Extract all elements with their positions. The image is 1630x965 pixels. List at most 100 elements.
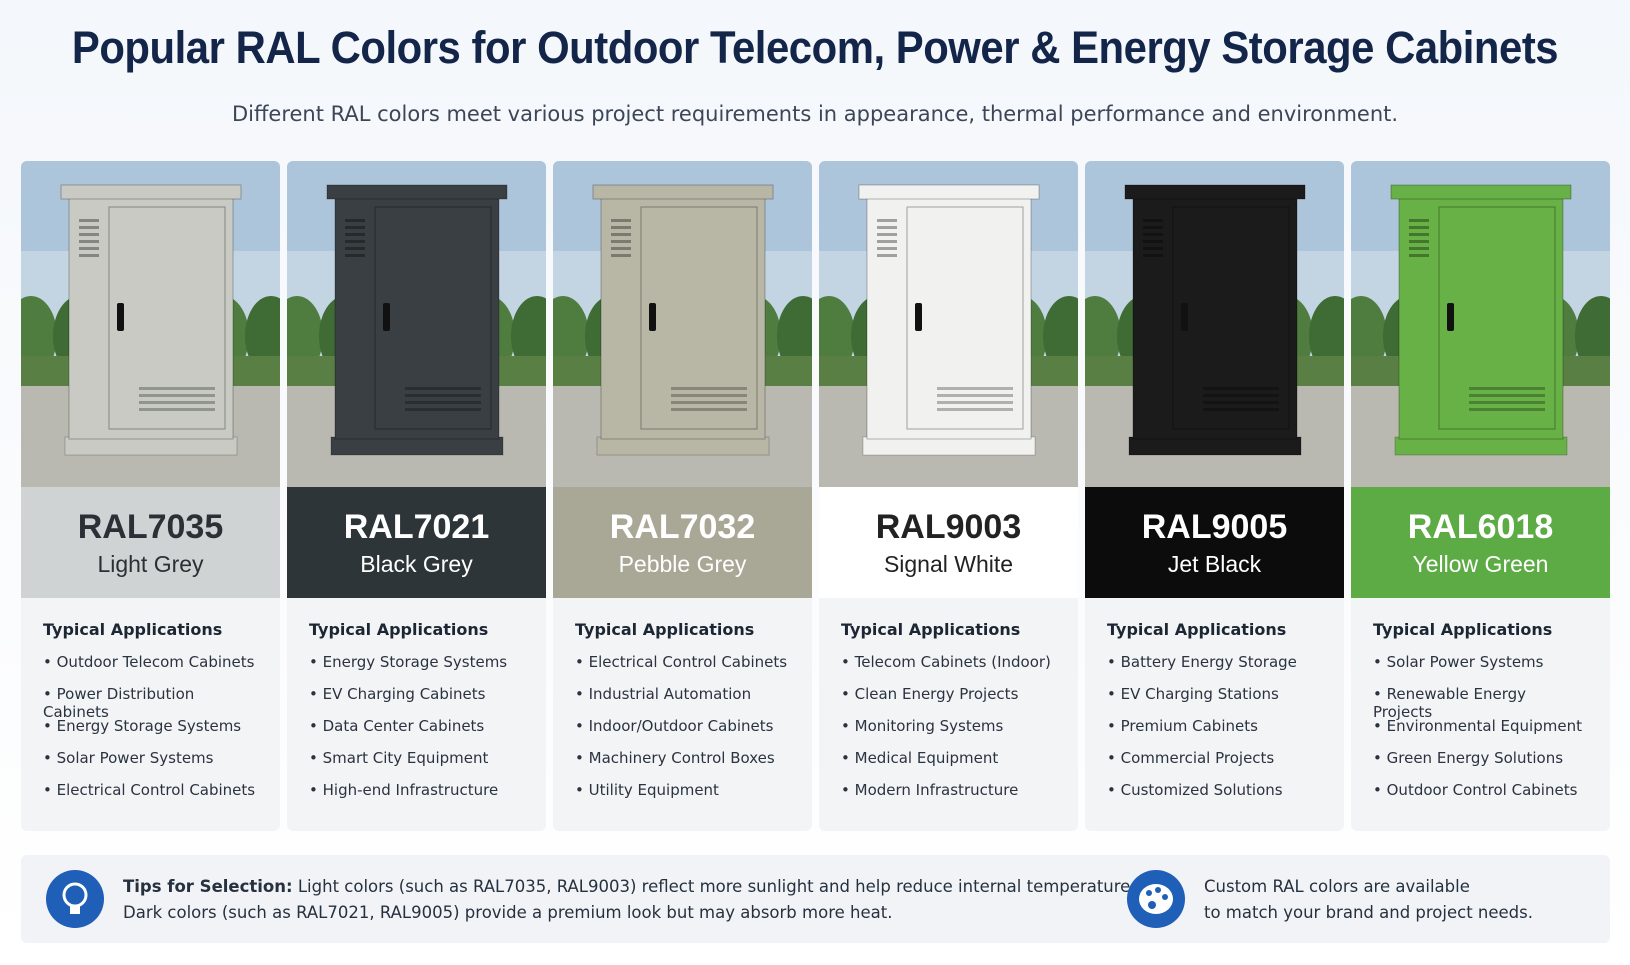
vent [139,387,215,390]
palette-icon [1127,870,1185,928]
card: RAL9005 Jet Black Typical Applications Batt… [1085,161,1344,831]
vent [1409,233,1429,236]
vent [877,226,897,229]
vent [877,254,897,257]
applications-heading: Typical Applications [309,620,489,639]
vent [611,233,631,236]
application-item: Renewable Energy Projects [1373,685,1588,721]
tree [1085,296,1121,376]
door [374,206,492,430]
application-item: Energy Storage Systems [43,717,258,749]
application-item: Green Energy Solutions [1373,749,1588,781]
vent [877,240,897,243]
vent [611,240,631,243]
application-item: Monitoring Systems [841,717,1056,749]
tree [21,296,57,376]
tree [777,296,812,376]
tree [1351,296,1387,376]
color-band: RAL7021 Black Grey [287,487,546,598]
cabinet-photo [819,161,1078,487]
roof [60,184,242,200]
base [64,436,238,456]
color-name: Signal White [883,550,1014,577]
application-item: Medical Equipment [841,749,1056,781]
ral-code: RAL7021 [343,507,490,546]
base [330,436,504,456]
vent [1203,394,1279,397]
application-item: Commercial Projects [1107,749,1322,781]
vent [671,394,747,397]
tips-label: Tips for Selection: [123,877,293,896]
vent [1143,219,1163,222]
application-item: Machinery Control Boxes [575,749,790,781]
vent [1143,240,1163,243]
application-item: Outdoor Telecom Cabinets [43,653,258,685]
card: RAL7032 Pebble Grey Typical Applications El… [553,161,812,831]
vent [937,394,1013,397]
applications-heading: Typical Applications [841,620,1021,639]
vent [1409,219,1429,222]
ral-code: RAL9003 [875,507,1022,546]
ral-code: RAL9005 [1141,507,1288,546]
application-item: Electrical Control Cabinets [43,781,258,813]
vent [611,219,631,222]
handle [1181,303,1188,331]
vent [1203,401,1279,404]
vent [937,387,1013,390]
vent [1203,387,1279,390]
vent [611,226,631,229]
cabinet-photo [287,161,546,487]
tips-line: Tips for Selection: Light colors (such a… [123,877,1136,896]
base [596,436,770,456]
tips-line: Dark colors (such as RAL7021, RAL9005) p… [123,903,893,922]
applications: Typical Applications Solar Power SystemsR… [1351,598,1610,813]
ral-code: RAL7032 [609,507,756,546]
tree [1043,296,1078,376]
tree [511,296,546,376]
color-band: RAL7035 Light Grey [21,487,280,598]
vent [1143,233,1163,236]
handle [1447,303,1454,331]
custom-line: to match your brand and project needs. [1204,903,1534,922]
cabinet-photo [553,161,812,487]
card: RAL7035 Light Grey Typical Applications Out… [21,161,280,831]
application-item: Clean Energy Projects [841,685,1056,717]
vent [671,408,747,411]
color-name: Light Grey [97,550,204,577]
custom-line: Custom RAL colors are available [1204,877,1470,896]
base [1128,436,1302,456]
color-name: Pebble Grey [618,550,747,577]
applications: Typical Applications Energy Storage Syste… [287,598,546,813]
vent [1469,401,1545,404]
door [108,206,226,430]
handle [117,303,124,331]
roof [1390,184,1572,200]
cabinet-photo [21,161,280,487]
vent [1143,226,1163,229]
vent [877,233,897,236]
vent [405,387,481,390]
vent [937,408,1013,411]
application-item: High-end Infrastructure [309,781,524,813]
application-item: EV Charging Cabinets [309,685,524,717]
base [862,436,1036,456]
base [1394,436,1568,456]
color-band: RAL9003 Signal White [819,487,1078,598]
door [1172,206,1290,430]
applications-heading: Typical Applications [43,620,223,639]
handle [383,303,390,331]
vent [1409,254,1429,257]
application-item: Power Distribution Cabinets [43,685,258,721]
handle [915,303,922,331]
roof [1124,184,1306,200]
vent [1143,247,1163,250]
tree [1575,296,1610,376]
vent [1409,226,1429,229]
roof [592,184,774,200]
tips-text: Light colors (such as RAL7035, RAL9003) … [297,877,1136,896]
card: RAL6018 Yellow Green Typical Applications S… [1351,161,1610,831]
title: Popular RAL Colors for Outdoor Telecom, … [71,22,1559,73]
vent [79,247,99,250]
